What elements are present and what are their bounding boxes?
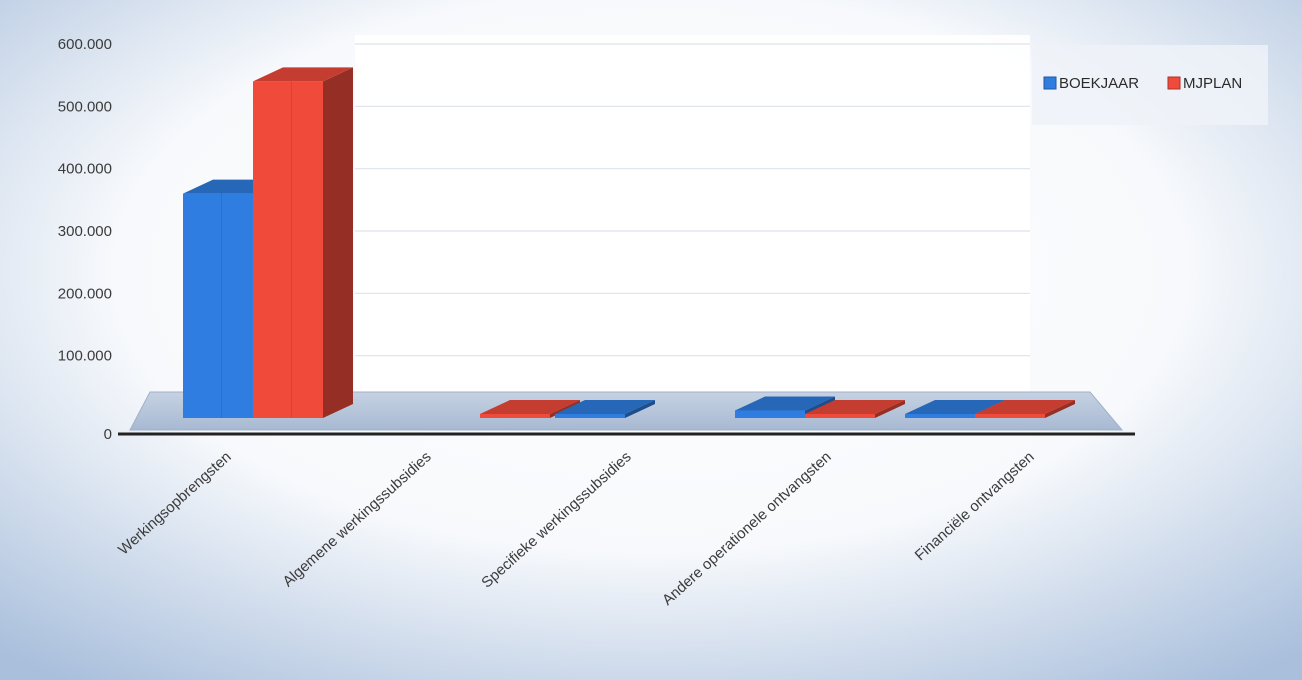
bar-side xyxy=(323,67,353,419)
bar-mjplan-4 xyxy=(805,400,905,418)
legend-swatch-mjplan xyxy=(1167,76,1181,90)
bar-front xyxy=(480,414,550,418)
y-tick-label: 100.000 xyxy=(58,348,112,365)
y-tick-label: 0 xyxy=(104,426,112,443)
y-tick-label: 200.000 xyxy=(58,285,112,302)
plot-wall xyxy=(355,35,1030,395)
bars xyxy=(183,67,1075,419)
bar-boekjaar-3 xyxy=(555,400,655,418)
bar-front xyxy=(183,193,253,418)
legend-box xyxy=(1032,45,1268,125)
bar-top xyxy=(253,67,353,82)
bar-top xyxy=(905,400,1005,414)
bar-side xyxy=(625,400,655,418)
y-axis: 0 100.000 200.000 300.000 400.000 500.000 600.… xyxy=(58,36,112,443)
bar-front xyxy=(555,414,625,418)
bar-front xyxy=(805,414,875,418)
legend-label-boekjaar: BOEKJAAR xyxy=(1059,75,1139,92)
y-tick-label: 300.000 xyxy=(58,223,112,240)
y-tick-label: 600.000 xyxy=(58,36,112,53)
bar-front xyxy=(253,81,323,419)
bar-top xyxy=(805,400,905,414)
legend: BOEKJAAR MJPLAN xyxy=(1032,45,1268,125)
bar-top xyxy=(975,400,1075,414)
bar-front xyxy=(975,414,1045,418)
y-tick-label: 400.000 xyxy=(58,161,112,178)
bar-front xyxy=(905,414,975,418)
bar-side xyxy=(1045,400,1075,418)
legend-label-mjplan: MJPLAN xyxy=(1183,75,1242,92)
legend-swatch-boekjaar xyxy=(1043,76,1057,90)
bar-front xyxy=(735,410,805,418)
bar-top xyxy=(480,400,580,414)
bar-mjplan-1 xyxy=(253,67,353,419)
bar-top xyxy=(735,396,835,411)
y-tick-label: 500.000 xyxy=(58,98,112,115)
gridlines xyxy=(355,43,1030,357)
bar-top xyxy=(555,400,655,414)
bar-mjplan-5 xyxy=(975,400,1075,418)
bar-side xyxy=(875,400,905,418)
